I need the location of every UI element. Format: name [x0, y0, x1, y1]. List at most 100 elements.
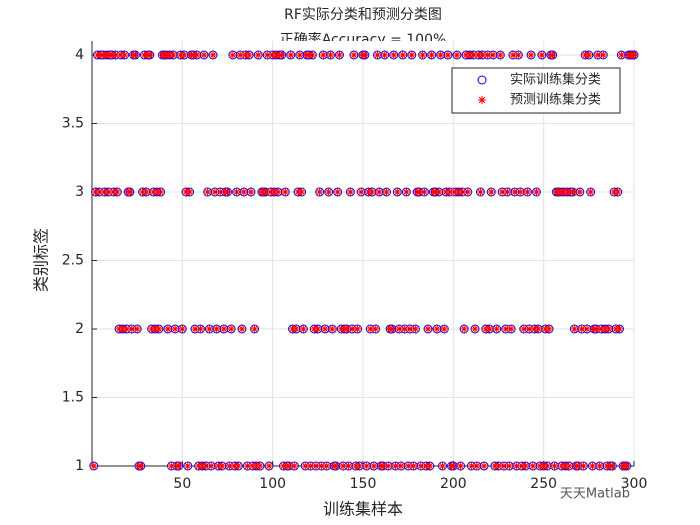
asterisk-marker — [218, 462, 227, 470]
asterisk-marker — [516, 188, 525, 196]
asterisk-marker — [178, 325, 187, 333]
asterisk-marker — [489, 51, 498, 59]
asterisk-marker — [407, 51, 416, 59]
asterisk-marker — [595, 462, 604, 470]
asterisk-marker — [286, 51, 295, 59]
asterisk-marker — [127, 325, 136, 333]
asterisk-marker — [331, 462, 340, 470]
asterisk-marker — [592, 325, 601, 333]
asterisk-marker — [523, 188, 532, 196]
asterisk-marker — [440, 325, 449, 333]
asterisk-marker — [306, 462, 315, 470]
y-tick-label: 3.5 — [62, 116, 84, 132]
asterisk-marker — [577, 325, 586, 333]
asterisk-marker — [398, 51, 407, 59]
asterisk-marker — [142, 188, 151, 196]
asterisk-marker — [366, 325, 375, 333]
asterisk-marker — [297, 188, 306, 196]
asterisk-marker — [113, 188, 122, 196]
asterisk-marker — [588, 462, 597, 470]
asterisk-marker — [389, 51, 398, 59]
asterisk-marker — [427, 51, 436, 59]
asterisk-marker — [212, 325, 221, 333]
x-axis-label: 训练集样本 — [323, 500, 403, 519]
asterisk-marker — [378, 462, 387, 470]
asterisk-marker — [133, 325, 142, 333]
asterisk-marker — [527, 51, 536, 59]
asterisk-marker — [207, 462, 216, 470]
asterisk-marker — [617, 51, 626, 59]
asterisk-marker — [196, 325, 205, 333]
asterisk-marker — [604, 325, 613, 333]
asterisk-marker — [564, 462, 573, 470]
asterisk-marker — [122, 325, 131, 333]
asterisk-marker — [478, 51, 487, 59]
asterisk-marker — [438, 462, 447, 470]
asterisk-marker — [380, 51, 389, 59]
asterisk-marker — [205, 325, 214, 333]
asterisk-marker — [281, 188, 290, 196]
asterisk-marker — [498, 188, 507, 196]
asterisk-marker — [292, 325, 301, 333]
x-tick-label: 50 — [173, 476, 191, 492]
asterisk-marker — [295, 51, 304, 59]
asterisk-marker — [89, 462, 98, 470]
asterisk-marker — [608, 462, 617, 470]
asterisk-marker — [239, 188, 248, 196]
asterisk-marker — [570, 325, 579, 333]
asterisk-marker — [145, 51, 154, 59]
legend-label: 实际训练集分类 — [510, 72, 601, 88]
asterisk-marker — [308, 51, 317, 59]
asterisk-marker — [512, 462, 521, 470]
asterisk-marker — [499, 462, 508, 470]
asterisk-marker — [510, 188, 519, 196]
asterisk-marker — [433, 325, 442, 333]
asterisk-marker — [496, 51, 505, 59]
asterisk-marker — [415, 188, 424, 196]
asterisk-marker — [256, 462, 265, 470]
asterisk-marker — [471, 325, 480, 333]
asterisk-marker — [322, 462, 331, 470]
asterisk-marker — [476, 188, 485, 196]
chart-title: RF实际分类和预测分类图 — [284, 7, 442, 23]
asterisk-marker — [599, 51, 608, 59]
asterisk-marker — [483, 51, 492, 59]
asterisk-marker — [171, 325, 180, 333]
asterisk-marker — [111, 51, 120, 59]
asterisk-marker — [250, 325, 259, 333]
asterisk-marker — [245, 51, 254, 59]
asterisk-marker — [219, 325, 228, 333]
asterisk-marker — [290, 462, 299, 470]
asterisk-marker — [342, 325, 351, 333]
legend-marker — [478, 96, 486, 104]
asterisk-marker — [416, 462, 425, 470]
asterisk-marker — [543, 462, 552, 470]
asterisk-marker — [209, 51, 218, 59]
asterisk-marker — [443, 51, 452, 59]
asterisk-marker — [411, 325, 420, 333]
asterisk-marker — [183, 462, 192, 470]
asterisk-marker — [472, 462, 481, 470]
asterisk-marker — [404, 462, 413, 470]
asterisk-marker — [357, 188, 366, 196]
asterisk-marker — [575, 188, 584, 196]
asterisk-marker — [630, 51, 638, 59]
y-tick-label: 2 — [75, 321, 84, 337]
asterisk-marker — [156, 188, 165, 196]
asterisk-marker — [299, 325, 308, 333]
asterisk-marker — [545, 325, 554, 333]
asterisk-marker — [348, 325, 357, 333]
asterisk-marker — [387, 325, 396, 333]
asterisk-marker — [254, 51, 263, 59]
asterisk-marker — [532, 188, 541, 196]
asterisk-marker — [463, 188, 472, 196]
asterisk-marker — [501, 325, 510, 333]
asterisk-marker — [400, 325, 409, 333]
asterisk-marker — [180, 51, 189, 59]
asterisk-marker — [521, 462, 530, 470]
asterisk-marker — [492, 325, 501, 333]
asterisk-marker — [312, 462, 321, 470]
asterisk-marker — [460, 325, 469, 333]
asterisk-marker — [120, 51, 129, 59]
